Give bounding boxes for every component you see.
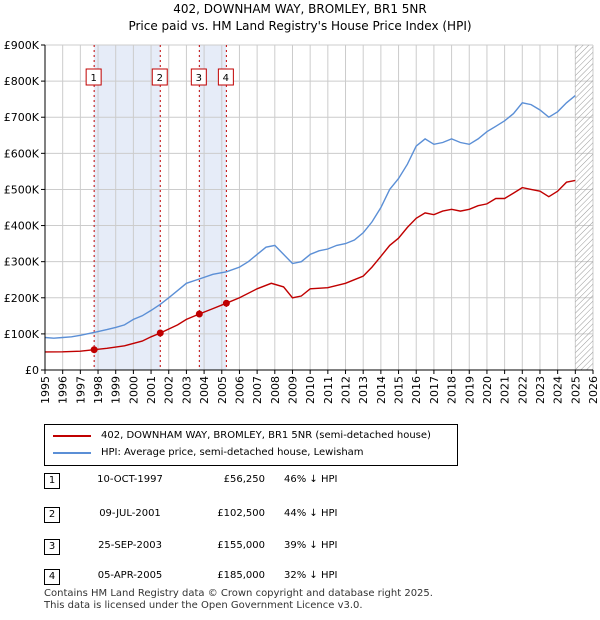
y-tick-label: £500K xyxy=(4,183,40,196)
x-tick-label: 1995 xyxy=(39,376,52,404)
sale-number-box xyxy=(151,68,168,86)
x-tick-label: 2005 xyxy=(216,376,229,404)
x-tick-label: 2006 xyxy=(233,376,246,404)
legend: 402, DOWNHAM WAY, BROMLEY, BR1 5NR (semi… xyxy=(44,424,458,466)
footer: Contains HM Land Registry data © Crown c… xyxy=(44,588,433,612)
transaction-hpi-diff: 32% ↓ HPI xyxy=(284,570,338,581)
y-tick-label: £100K xyxy=(4,328,40,341)
transaction-row: 3 25-SEP-2003 £155,000 39% ↓ HPI xyxy=(44,536,404,558)
legend-hpi-label: HPI: Average price, semi-detached house,… xyxy=(101,447,364,458)
hpi-line xyxy=(44,95,576,339)
transaction-price: £102,500 xyxy=(217,508,265,519)
price-chart: 1 2 3 4 £0 £100K £200K £300K £400K £500K £600K £70… xyxy=(4,39,600,404)
x-tick-label: 2026 xyxy=(587,376,600,404)
y-tick-label: £800K xyxy=(4,75,40,88)
y-tick-label: £200K xyxy=(4,292,40,305)
x-tick-label: 2002 xyxy=(163,376,176,404)
x-tick-label: 2025 xyxy=(569,376,582,404)
sale-number-label: 4 xyxy=(223,73,229,84)
shaded-period xyxy=(94,45,161,370)
shaded-period xyxy=(199,45,227,370)
transaction-date: 25-SEP-2003 xyxy=(98,540,162,551)
x-tick-label: 2024 xyxy=(552,376,565,404)
sale-number-box xyxy=(85,68,102,86)
x-tick-label: 2018 xyxy=(446,376,459,404)
x-tick-label: 2001 xyxy=(145,376,158,404)
transaction-row: 4 05-APR-2005 £185,000 32% ↓ HPI xyxy=(44,566,404,588)
sale-point xyxy=(195,310,203,318)
transaction-row: 1 10-OCT-1997 £56,250 46% ↓ HPI xyxy=(44,470,404,492)
transaction-hpi-diff: 46% ↓ HPI xyxy=(284,474,338,485)
sale-number-box xyxy=(217,68,234,86)
x-tick-label: 2008 xyxy=(269,376,282,404)
x-tick-label: 2019 xyxy=(463,376,476,404)
y-tick-label: £900K xyxy=(4,39,40,52)
legend-property-swatch xyxy=(53,435,91,437)
transaction-number: 1 xyxy=(44,473,60,489)
forecast-hatch xyxy=(575,45,593,370)
sale-point xyxy=(90,346,98,354)
x-tick-label: 2007 xyxy=(251,376,264,404)
x-tick-label: 2010 xyxy=(304,376,317,404)
x-tick-label: 2015 xyxy=(393,376,406,404)
transaction-number: 4 xyxy=(44,569,60,585)
transaction-date: 09-JUL-2001 xyxy=(99,508,161,519)
transaction-date: 10-OCT-1997 xyxy=(97,474,163,485)
x-tick-label: 1996 xyxy=(57,376,70,404)
x-tick-label: 2014 xyxy=(375,376,388,404)
footer-licence: This data is licensed under the Open Gov… xyxy=(44,600,363,611)
x-tick-label: 2009 xyxy=(286,376,299,404)
sale-number-label: 1 xyxy=(90,73,96,84)
sale-number-label: 3 xyxy=(196,73,202,84)
x-tick-label: 2021 xyxy=(499,376,512,404)
x-tick-label: 2017 xyxy=(428,376,441,404)
transaction-number: 2 xyxy=(44,507,60,523)
y-tick-label: £700K xyxy=(4,111,40,124)
transaction-price: £56,250 xyxy=(223,474,265,485)
y-tick-label: £400K xyxy=(4,220,40,233)
x-tick-label: 2011 xyxy=(322,376,335,404)
transaction-hpi-diff: 39% ↓ HPI xyxy=(284,540,338,551)
x-tick-label: 1997 xyxy=(74,376,87,404)
chart-subtitle: Price paid vs. HM Land Registry's House … xyxy=(128,19,472,33)
sale-number-label: 2 xyxy=(157,73,163,84)
transaction-row: 2 09-JUL-2001 £102,500 44% ↓ HPI xyxy=(44,504,404,526)
x-tick-label: 2016 xyxy=(410,376,423,404)
x-tick-label: 1999 xyxy=(110,376,123,404)
x-tick-label: 2023 xyxy=(534,376,547,404)
x-tick-label: 2004 xyxy=(198,376,211,404)
sale-point xyxy=(156,329,164,337)
transaction-number: 3 xyxy=(44,539,60,555)
legend-hpi-swatch xyxy=(53,452,91,454)
transaction-price: £155,000 xyxy=(217,540,265,551)
transaction-price: £185,000 xyxy=(217,570,265,581)
transaction-date: 05-APR-2005 xyxy=(97,570,163,581)
sale-number-box xyxy=(190,68,207,86)
x-tick-label: 2003 xyxy=(180,376,193,404)
chart-title: 402, DOWNHAM WAY, BROMLEY, BR1 5NR xyxy=(173,2,427,16)
x-tick-label: 2020 xyxy=(481,376,494,404)
x-tick-label: 1998 xyxy=(92,376,105,404)
x-tick-label: 2012 xyxy=(340,376,353,404)
y-tick-label: £0 xyxy=(25,364,39,377)
sale-point xyxy=(222,299,230,307)
y-tick-label: £600K xyxy=(4,147,40,160)
legend-property-label: 402, DOWNHAM WAY, BROMLEY, BR1 5NR (semi… xyxy=(101,430,431,441)
x-tick-label: 2013 xyxy=(357,376,370,404)
transaction-hpi-diff: 44% ↓ HPI xyxy=(284,508,338,519)
y-tick-label: £300K xyxy=(4,256,40,269)
footer-copyright: Contains HM Land Registry data © Crown c… xyxy=(44,588,433,599)
x-tick-label: 2022 xyxy=(516,376,529,404)
x-tick-label: 2000 xyxy=(127,376,140,404)
